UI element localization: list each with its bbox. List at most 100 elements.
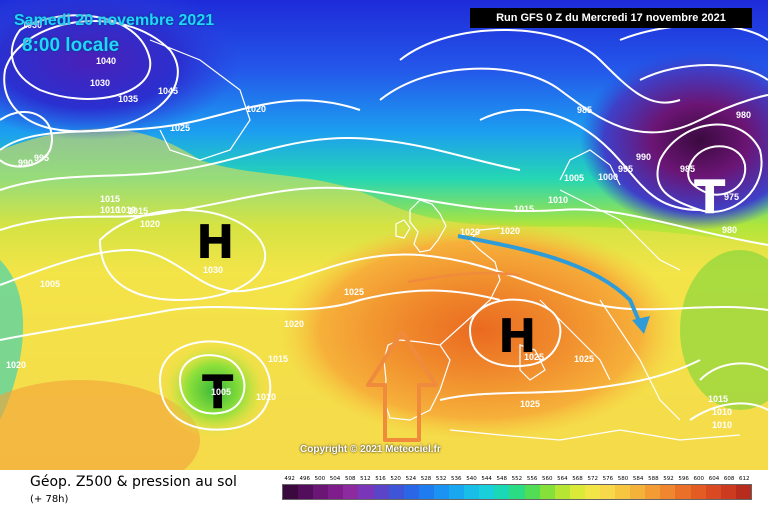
scale-swatch: [720, 485, 736, 499]
copyright: Copyright © 2021 Meteociel.fr: [300, 444, 441, 455]
isobar-label: 1025: [574, 354, 594, 364]
isobar-label: 1010: [712, 407, 732, 417]
scale-swatch: [554, 485, 570, 499]
scale-label: 528: [420, 476, 432, 482]
isobar-label: 1040: [96, 56, 116, 66]
scale-swatch: [705, 485, 721, 499]
isobar-label: 1020: [140, 219, 160, 229]
scale-label: 520: [390, 476, 401, 482]
scale-label: 588: [648, 476, 659, 482]
west-cool-band: [0, 260, 24, 420]
scale-label: 592: [663, 476, 674, 482]
isobar-label: 995: [618, 164, 633, 174]
isobar-label: 1020: [6, 360, 26, 370]
scale-label: 584: [632, 476, 644, 482]
isobar-label: 1015: [268, 354, 288, 364]
high-pressure-marker: H: [498, 309, 537, 363]
scale-swatch: [630, 485, 646, 499]
isobar-label: 990: [18, 158, 33, 168]
isobar-label: 1010: [116, 205, 136, 215]
scale-swatch: [479, 485, 495, 499]
scale-swatch: [524, 485, 540, 499]
scale-swatch: [464, 485, 480, 499]
isobar-label: 1020: [500, 226, 520, 236]
isobar-label: 980: [722, 225, 737, 235]
scale-swatch: [373, 485, 389, 499]
isobar-label: 985: [577, 105, 592, 115]
scale-label: 524: [405, 476, 417, 482]
scale-label: 552: [511, 476, 523, 482]
southwest-warm: [0, 380, 200, 470]
isobar-label: 1005: [40, 279, 60, 289]
isobar-label: 985: [680, 164, 695, 174]
scale-swatch: [615, 485, 631, 499]
isobar-label: 1045: [158, 86, 178, 96]
isobar-label: 1035: [118, 94, 138, 104]
scale-swatch: [645, 485, 661, 499]
scale-label: 508: [344, 476, 356, 482]
forecast-hour: (+ 78h): [30, 494, 69, 505]
scale-label: 564: [557, 476, 568, 482]
forecast-date: Samedi 20 novembre 2021: [14, 12, 215, 29]
isobar-label: 1015: [514, 204, 534, 214]
scale-label: 604: [708, 476, 720, 482]
scale-label: 612: [739, 476, 750, 482]
scale-swatch: [599, 485, 616, 499]
scale-label: 496: [299, 476, 310, 482]
scale-swatch: [358, 485, 374, 499]
weather-map: 1030 1040 1030 1035 1045 1025 1020 995 9…: [0, 0, 768, 470]
low-pressure-value: 1005: [211, 387, 231, 397]
cutoff-low-field: [160, 340, 270, 440]
northwest-high-field: [0, 0, 240, 140]
isobar-label: 1015: [708, 394, 728, 404]
scale-swatch: [735, 485, 751, 499]
isobar-label: 1010: [100, 205, 120, 215]
blue-arrow-head: [632, 316, 650, 334]
scale-label: 568: [572, 476, 583, 482]
scale-label: 516: [375, 476, 386, 482]
scale-swatch: [418, 485, 434, 499]
scale-label: 544: [481, 476, 492, 482]
isobar-label: 1005: [564, 173, 584, 183]
isobar-label: 1025: [520, 399, 540, 409]
isobar-label: 1030: [90, 78, 110, 88]
scale-swatch: [690, 485, 706, 499]
scale-swatch: [313, 485, 329, 499]
footer: Géop. Z500 & pression au sol (+ 78h) 492…: [0, 470, 768, 512]
scale-label: 572: [587, 476, 598, 482]
east-green: [680, 250, 768, 410]
isobar-label: 1000: [598, 172, 618, 182]
scale-colors: [282, 484, 752, 500]
scale-label: 504: [329, 476, 341, 482]
orange-flow-line: [407, 271, 521, 284]
scale-label: 608: [723, 476, 735, 482]
high-pressure-value: 1030: [203, 265, 223, 275]
high-pressure-value: 1025: [524, 352, 544, 362]
scale-swatch: [283, 485, 299, 499]
isobar-label: 980: [736, 110, 751, 120]
scale-swatch: [328, 485, 344, 499]
isobar-label: 1010: [712, 420, 732, 430]
northeast-low-field: [580, 50, 768, 230]
isobar-label: 1030: [22, 20, 42, 30]
scale-label: 548: [496, 476, 508, 482]
isobar-label: 1015: [100, 194, 120, 204]
scale-label: 560: [541, 476, 553, 482]
blue-flow-arrow: [457, 234, 644, 329]
orange-up-arrow: [366, 330, 438, 442]
high-pressure-marker: H: [196, 215, 235, 269]
scale-label: 556: [526, 476, 538, 482]
isobar-label: 1010: [256, 392, 276, 402]
scale-swatch: [494, 485, 510, 499]
isobar-label: 1025: [344, 287, 364, 297]
chart-title: Géop. Z500 & pression au sol: [30, 474, 237, 490]
isobar-label: 995: [34, 153, 49, 163]
scale-label: 600: [693, 476, 705, 482]
isobar-label: 990: [636, 152, 651, 162]
scale-label: 492: [284, 476, 295, 482]
color-scale: 492 496 500 504 508 512 516 520 524 528 532 536 540 5…: [282, 476, 752, 500]
isobar-label: 1020: [246, 104, 266, 114]
scale-swatch: [449, 485, 465, 499]
scale-swatch: [403, 485, 419, 499]
